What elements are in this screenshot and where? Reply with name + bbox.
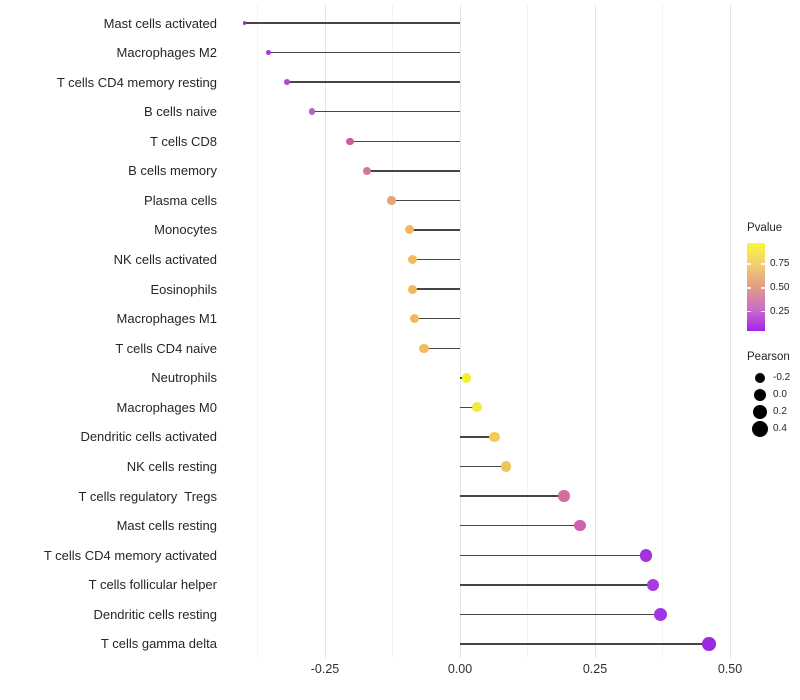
pvalue-tick-label: 0.25 xyxy=(770,305,790,317)
lollipop-stem xyxy=(460,406,477,409)
y-axis-label: T cells CD8 xyxy=(150,133,217,149)
lollipop-dot xyxy=(405,225,415,235)
gridline-major xyxy=(324,5,326,658)
pvalue-colorbar xyxy=(747,243,765,331)
x-axis-tick-label: 0.50 xyxy=(717,662,743,676)
pearson-legend-dot xyxy=(755,372,765,383)
y-axis-label: Macrophages M0 xyxy=(116,399,217,415)
lollipop-dot xyxy=(284,79,291,86)
lollipop-dot xyxy=(407,284,417,294)
y-axis-label: Macrophages M1 xyxy=(116,311,217,327)
lollipop-dot xyxy=(500,461,512,472)
gridline-minor xyxy=(392,5,393,658)
lollipop-stem xyxy=(268,51,460,54)
lollipop-stem xyxy=(460,643,709,645)
lollipop-dot xyxy=(346,137,354,146)
pvalue-legend-title: Pvalue xyxy=(747,222,783,234)
lollipop-stem xyxy=(244,22,460,24)
lollipop-dot xyxy=(409,314,419,324)
lollipop-stem xyxy=(312,110,460,113)
lollipop-stem xyxy=(349,140,460,143)
lollipop-stem xyxy=(460,524,580,527)
y-axis-label: NK cells activated xyxy=(113,252,217,268)
y-axis-label: B cells naive xyxy=(144,104,217,120)
y-axis-label: Plasma cells xyxy=(144,192,217,208)
lollipop-stem xyxy=(423,347,460,350)
y-axis-label: Neutrophils xyxy=(151,370,217,386)
y-axis-label: NK cells resting xyxy=(126,459,217,475)
lollipop-stem xyxy=(287,81,460,83)
lollipop-dot xyxy=(242,21,247,25)
y-axis-label: T cells CD4 naive xyxy=(115,340,217,356)
lollipop-dot xyxy=(574,519,586,532)
lollipop-dot xyxy=(654,607,668,621)
lollipop-stem xyxy=(460,436,495,438)
lollipop-dot xyxy=(387,196,396,205)
pearson-legend-label: 0.2 xyxy=(773,405,787,417)
pvalue-colorbar-tick xyxy=(761,287,765,289)
y-axis-label: Dendritic cells resting xyxy=(93,606,217,622)
y-axis-label: T cells CD4 memory activated xyxy=(43,547,217,563)
lollipop-stem xyxy=(460,613,661,616)
y-axis-label: T cells regulatory Tregs xyxy=(78,488,217,504)
y-axis-label: Macrophages M2 xyxy=(116,45,217,61)
pearson-legend-label: 0.4 xyxy=(773,423,787,435)
lollipop-dot xyxy=(558,490,570,502)
x-axis-tick-label: 0.25 xyxy=(582,662,608,676)
gridline-minor xyxy=(527,5,528,658)
y-axis-label: T cells CD4 memory resting xyxy=(56,74,217,90)
y-axis-label: Mast cells resting xyxy=(116,518,217,534)
pvalue-tick-label: 0.75 xyxy=(770,257,790,269)
gridline-major xyxy=(459,5,461,658)
pvalue-tick-label: 0.50 xyxy=(770,281,790,293)
lollipop-stem xyxy=(414,317,460,320)
lollipop-dot xyxy=(308,108,316,115)
pearson-legend-dot xyxy=(754,388,766,401)
lollipop-dot xyxy=(471,402,482,413)
lollipop-dot xyxy=(266,50,272,56)
lollipop-dot xyxy=(407,255,417,265)
y-axis-label: B cells memory xyxy=(128,163,217,179)
lollipop-dot xyxy=(646,578,660,592)
lollipop-dot xyxy=(702,637,716,651)
pvalue-colorbar-tick xyxy=(761,310,765,313)
lollipop-stem xyxy=(412,258,460,261)
pearson-legend-dot xyxy=(752,421,768,438)
pearson-legend-title: Pearson xyxy=(747,351,790,363)
lollipop-dot xyxy=(639,549,652,562)
x-axis-tick-label: -0.25 xyxy=(310,662,340,676)
lollipop-dot xyxy=(489,431,500,443)
gridline-major xyxy=(594,5,596,658)
lollipop-stem xyxy=(367,170,460,172)
y-axis-label: Mast cells activated xyxy=(103,15,217,31)
pearson-legend-label: -0.2 xyxy=(773,371,791,383)
gridline-major xyxy=(729,5,731,658)
lollipop-stem xyxy=(460,495,565,497)
y-axis-label: Monocytes xyxy=(154,222,217,238)
lollipop-stem xyxy=(460,584,653,586)
lollipop-stem xyxy=(460,554,646,556)
pearson-legend-dot xyxy=(753,404,767,419)
y-axis-label: T cells follicular helper xyxy=(88,577,217,593)
lollipop-stem xyxy=(409,229,460,231)
pvalue-colorbar-tick xyxy=(747,287,751,289)
lollipop-stem xyxy=(391,199,460,202)
y-axis-label: Dendritic cells activated xyxy=(80,429,217,445)
y-axis-label: Eosinophils xyxy=(150,281,218,297)
pvalue-colorbar-tick xyxy=(747,310,751,313)
gridline-minor xyxy=(257,5,258,658)
pvalue-colorbar-tick xyxy=(761,263,765,265)
gridline-minor xyxy=(662,5,663,658)
lollipop-dot xyxy=(363,166,372,175)
pearson-legend-label: 0.0 xyxy=(773,388,787,400)
x-axis-tick-label: 0.00 xyxy=(447,662,473,676)
pvalue-colorbar-tick xyxy=(747,263,751,265)
y-axis-label: T cells gamma delta xyxy=(100,636,217,652)
lollipop-dot xyxy=(419,343,429,354)
lollipop-stem xyxy=(460,465,506,468)
lollipop-dot xyxy=(461,373,472,383)
lollipop-stem xyxy=(412,288,460,290)
